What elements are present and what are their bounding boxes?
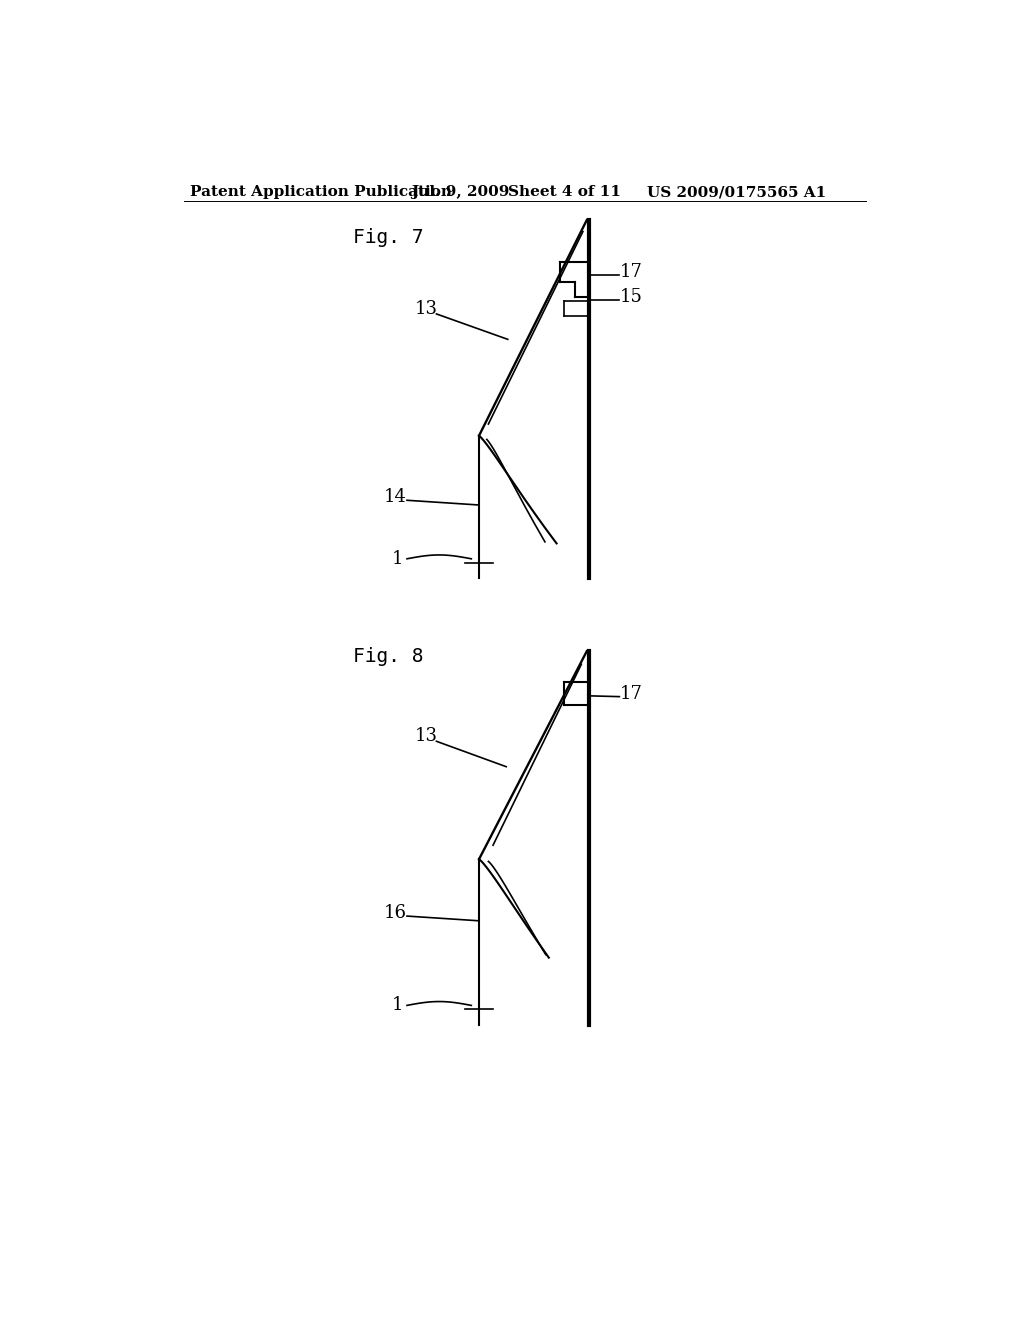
Text: 17: 17 (621, 685, 643, 702)
Text: Patent Application Publication: Patent Application Publication (190, 185, 452, 199)
Text: Fig. 8: Fig. 8 (352, 647, 423, 667)
Text: 17: 17 (621, 264, 643, 281)
Text: Fig. 7: Fig. 7 (352, 227, 423, 247)
Text: 13: 13 (415, 727, 437, 744)
Text: 1: 1 (391, 550, 403, 568)
Text: Sheet 4 of 11: Sheet 4 of 11 (508, 185, 621, 199)
Text: Jul. 9, 2009: Jul. 9, 2009 (411, 185, 509, 199)
Text: 13: 13 (415, 300, 437, 318)
Text: 15: 15 (621, 288, 643, 306)
Text: 1: 1 (391, 997, 403, 1014)
Text: 14: 14 (384, 488, 407, 506)
Text: US 2009/0175565 A1: US 2009/0175565 A1 (647, 185, 826, 199)
Text: 16: 16 (384, 904, 407, 921)
